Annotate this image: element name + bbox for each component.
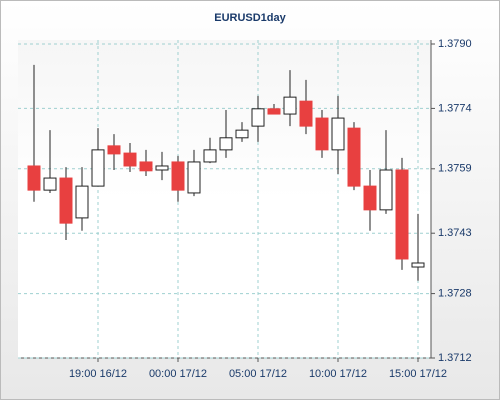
x-tick-label: 05:00 17/12	[229, 368, 287, 380]
x-tick-label: 19:00 16/12	[69, 368, 127, 380]
candle-body	[411, 262, 425, 268]
candle-body	[43, 177, 57, 191]
candle-body	[107, 145, 121, 155]
candle-body	[315, 117, 329, 151]
candle-body	[283, 96, 297, 115]
candle-body	[347, 127, 361, 187]
x-tick-label: 10:00 17/12	[309, 368, 367, 380]
candle-body	[155, 165, 169, 171]
y-tick-label: 1.3712	[438, 352, 472, 364]
candle-body	[187, 161, 201, 194]
candle-body	[251, 108, 265, 127]
candle-body	[363, 185, 377, 211]
y-tick-label: 1.3743	[438, 227, 472, 239]
candle-body	[139, 161, 153, 172]
candle-body	[27, 165, 41, 191]
candle-body	[235, 129, 249, 139]
chart-title: EURUSD1day	[214, 12, 286, 24]
y-tick-label: 1.3759	[438, 163, 472, 175]
candle-body	[219, 137, 233, 151]
candle-body	[267, 108, 281, 115]
candle-body	[203, 149, 217, 163]
candle-body	[123, 152, 137, 167]
x-tick-label: 15:00 17/12	[389, 368, 447, 380]
y-tick-label: 1.3728	[438, 287, 472, 299]
candle-body	[75, 185, 89, 219]
x-tick-label: 00:00 17/12	[149, 368, 207, 380]
candle-body	[395, 169, 409, 260]
candle-body	[59, 177, 73, 224]
candle-body	[299, 100, 313, 127]
candle-body	[379, 169, 393, 211]
y-tick-label: 1.3790	[438, 38, 472, 50]
candle-body	[171, 161, 185, 191]
candle-body	[331, 117, 345, 151]
candle-body	[91, 149, 105, 187]
y-tick-label: 1.3774	[438, 102, 472, 114]
